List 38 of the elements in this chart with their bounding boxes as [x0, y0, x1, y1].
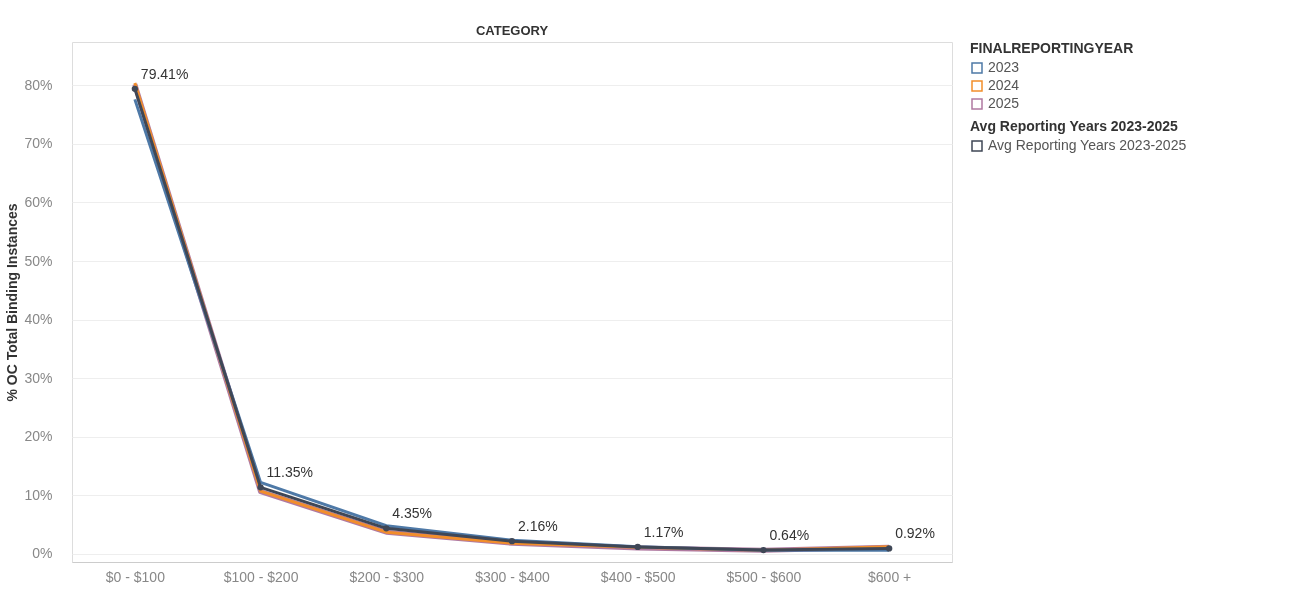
point	[760, 546, 767, 554]
x-tick-label: $200 - $300	[349, 568, 425, 585]
text: Avg Reporting Years 2023-2025	[970, 118, 1178, 134]
x-axis-title: CATEGORY	[475, 23, 549, 38]
data-label: 2.16%	[518, 518, 558, 535]
point	[634, 543, 641, 551]
point	[131, 85, 139, 92]
y-tick-label: 40%	[24, 311, 53, 328]
y-tick-label: 80%	[24, 76, 53, 93]
x-tick-label: $100 - $200	[223, 568, 299, 585]
x-tick-label: $500 - $600	[726, 568, 802, 585]
x-tick-label: $0 - $100	[105, 568, 166, 585]
x-tick-label: $300 - $400	[475, 568, 551, 585]
y-tick-label: 0%	[32, 545, 53, 562]
point	[885, 545, 893, 552]
data-label: 11.35%	[266, 464, 314, 481]
text: FINALREPORTINGYEAR	[970, 40, 1134, 56]
y-tick-label: 60%	[24, 193, 53, 210]
legend-label: 2023	[988, 59, 1020, 75]
y-tick-label: 50%	[24, 252, 53, 269]
point	[383, 525, 390, 532]
y-tick-label: 10%	[24, 486, 53, 503]
point	[257, 484, 264, 491]
data-label: 0.64%	[769, 527, 810, 544]
data-label: 4.35%	[392, 505, 432, 522]
legend-label: Avg Reporting Years 2023-2025	[988, 137, 1187, 153]
y-tick-label: 20%	[24, 428, 53, 445]
x-tick-label: $400 - $500	[600, 568, 676, 585]
legend-label: 2025	[988, 95, 1020, 111]
data-label: 1.17%	[643, 523, 684, 540]
y-tick-label: 30%	[24, 369, 53, 386]
x-tick-label: $600 +	[868, 568, 912, 585]
legend-label: 2024	[988, 77, 1020, 93]
y-axis-title: % OC Total Binding Instances	[4, 203, 21, 402]
data-label: 79.41%	[140, 65, 189, 82]
y-tick-label: 70%	[24, 135, 53, 152]
data-label: 0.92%	[895, 525, 935, 542]
point	[508, 538, 516, 545]
